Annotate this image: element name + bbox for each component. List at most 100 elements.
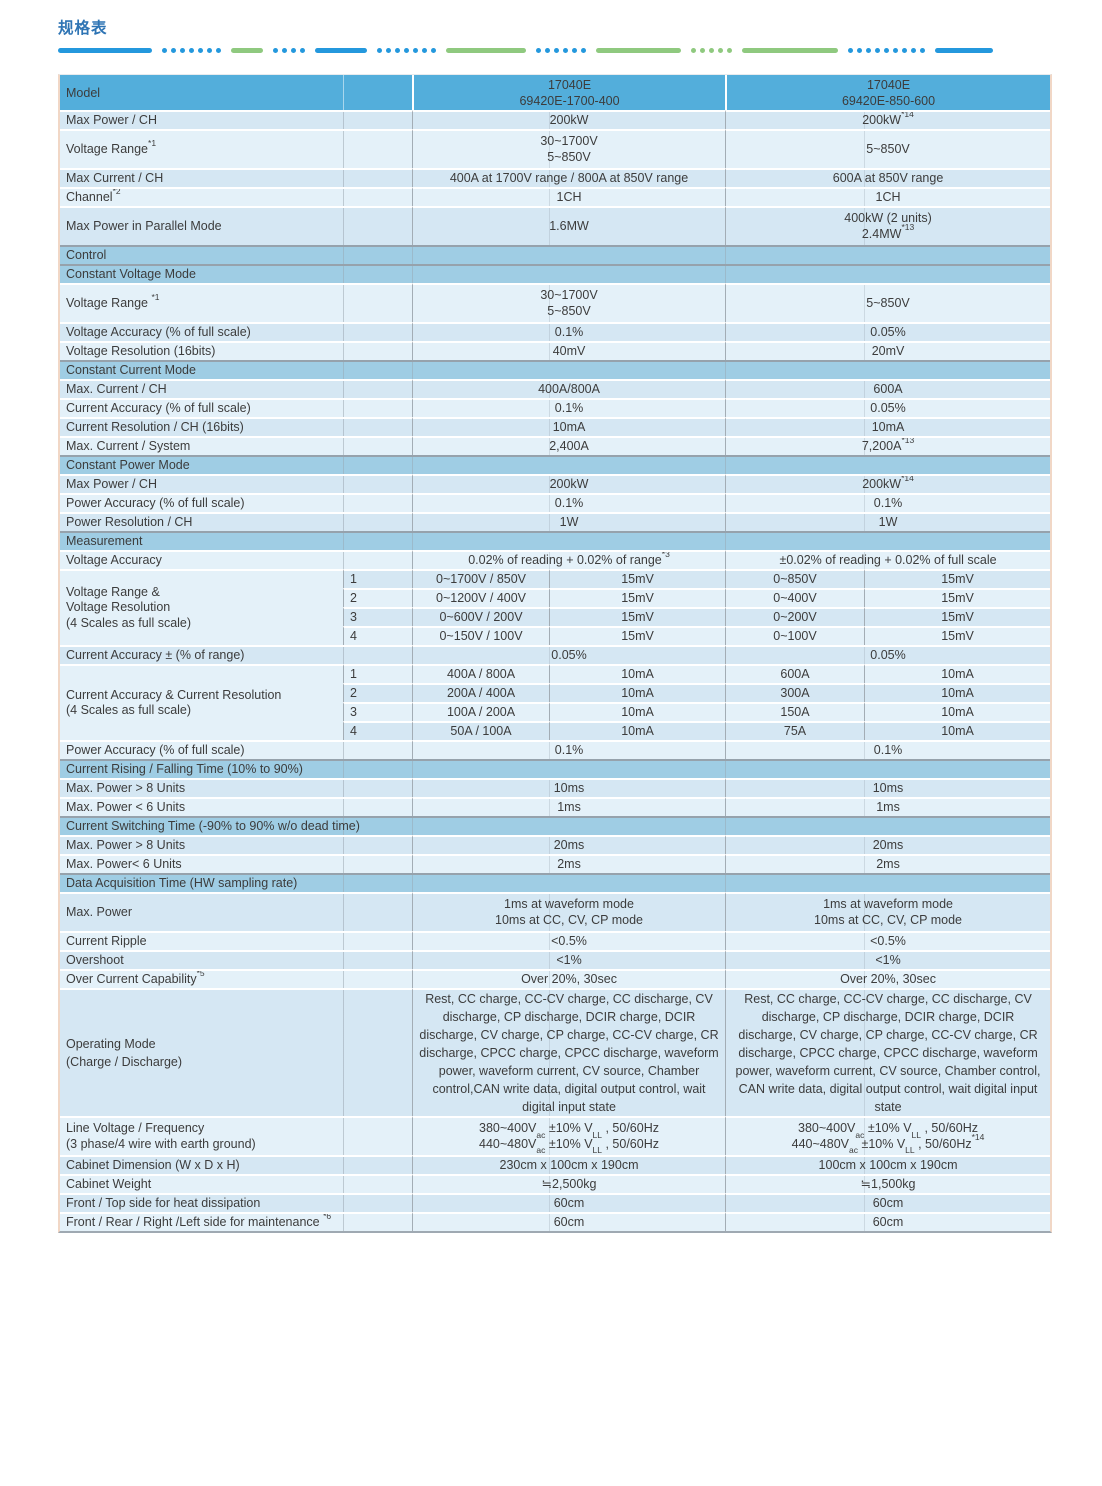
spec-value-model1: 2ms — [412, 854, 726, 873]
divider-dot — [545, 47, 550, 53]
spec-table: Model 17040E 69420E-1700-400 17040E 69420E… — [60, 75, 1051, 1231]
scale-range-model1: 400A / 800A — [412, 664, 550, 683]
scale-range-model2: 75A — [725, 721, 865, 740]
divider-dot — [395, 47, 400, 53]
spec-row: Max Current / CH 400A at 1700V range / 80… — [60, 168, 1051, 187]
spec-value-model2: 0.1% — [725, 493, 1051, 512]
scale-range-model2: 0~850V — [725, 569, 865, 588]
divider-line-segment — [935, 47, 993, 53]
scale-index: 2 — [343, 683, 413, 702]
scale-resolution-model1: 10mA — [549, 664, 726, 683]
spec-group-label: Voltage Range & Voltage Resolution (4 Scal… — [60, 569, 343, 645]
scale-index: 2 — [343, 588, 413, 607]
spec-value-model2: ±0.02% of reading + 0.02% of full scale — [725, 550, 1051, 569]
scale-resolution-model1: 10mA — [549, 683, 726, 702]
spec-value-model2: 0.05% — [725, 645, 1051, 664]
divider-dot — [207, 47, 212, 53]
spec-label: Operating Mode (Charge / Discharge) — [60, 988, 413, 1116]
header-model-1: 17040E 69420E-1700-400 — [412, 75, 726, 110]
spec-row: Max. Power > 8 Units 10ms 10ms — [60, 778, 1051, 797]
scale-resolution-model1: 15mV — [549, 626, 726, 645]
scale-range-model1: 0~1200V / 400V — [412, 588, 550, 607]
spec-label: Front / Rear / Right /Left side for main… — [60, 1212, 413, 1231]
divider-dot — [189, 47, 194, 53]
spec-value-model2: Rest, CC charge, CC-CV charge, CC discha… — [725, 988, 1051, 1116]
section-row: Current Switching Time (-90% to 90% w/o … — [60, 816, 1051, 835]
header-row: Model 17040E 69420E-1700-400 17040E 69420E… — [60, 75, 1051, 110]
spec-value-model1: Over 20%, 30sec — [412, 969, 726, 988]
scale-range-model2: 0~400V — [725, 588, 865, 607]
spec-row: Max. Current / System 2,400A 7,200A*13 — [60, 436, 1051, 455]
divider-dot — [875, 47, 880, 53]
spec-value-model2: 10ms — [725, 778, 1051, 797]
section-row: Control — [60, 245, 1051, 264]
divider-dot — [162, 47, 167, 53]
spec-value-model2: 400kW (2 units) 2.4MW*13 — [725, 206, 1051, 245]
spec-label: Max Power in Parallel Mode — [60, 206, 413, 245]
spec-value-model2: Over 20%, 30sec — [725, 969, 1051, 988]
spec-value-model1: 200kW — [412, 110, 726, 129]
spec-label: Max. Current / System — [60, 436, 413, 455]
spec-value-model1: 1ms — [412, 797, 726, 816]
scale-resolution-model1: 15mV — [549, 569, 726, 588]
spec-value-model2: 1CH — [725, 187, 1051, 206]
spec-value-model1: 0.05% — [412, 645, 726, 664]
spec-row: Max Power in Parallel Mode 1.6MW 400kW (2 … — [60, 206, 1051, 245]
scale-resolution-model2: 10mA — [864, 702, 1051, 721]
spec-scale-row: 3 0~600V / 200V 15mV 0~200V 15mV — [60, 607, 1051, 626]
divider-dot — [377, 47, 382, 53]
divider-dot — [700, 47, 705, 53]
scale-range-model1: 0~1700V / 850V — [412, 569, 550, 588]
spec-value-model2: <0.5% — [725, 931, 1051, 950]
spec-value-model1: 0.1% — [412, 493, 726, 512]
scale-resolution-model1: 15mV — [549, 607, 726, 626]
spec-value-model2: 0.05% — [725, 322, 1051, 341]
spec-value-model1: 380~400Vac ±10% VLL , 50/60Hz 440~480Vac … — [412, 1116, 726, 1155]
divider-dot — [857, 47, 862, 53]
divider-dot — [422, 47, 427, 53]
scale-index: 3 — [343, 702, 413, 721]
spec-scale-row: Current Accuracy & Current Resolution (4 … — [60, 664, 1051, 740]
spec-table-frame: Model 17040E 69420E-1700-400 17040E 69420E… — [58, 74, 1052, 1233]
spec-row: Current Ripple <0.5% <0.5% — [60, 931, 1051, 950]
spec-label: Overshoot — [60, 950, 413, 969]
divider-dot — [902, 47, 907, 53]
spec-row: Overshoot <1% <1% — [60, 950, 1051, 969]
spec-value-model2: ≒1,500kg — [725, 1174, 1051, 1193]
spec-scale-row: 4 50A / 100A 10mA 75A 10mA — [60, 721, 1051, 740]
divider-dots-segment — [848, 47, 925, 53]
spec-label: Power Accuracy (% of full scale) — [60, 493, 413, 512]
spec-label: Channel*2 — [60, 187, 413, 206]
spec-row: Max Power / CH 200kW 200kW*14 — [60, 474, 1051, 493]
spec-value-model2: 100cm x 100cm x 190cm — [725, 1155, 1051, 1174]
spec-row: Front / Rear / Right /Left side for main… — [60, 1212, 1051, 1231]
scale-range-model1: 0~600V / 200V — [412, 607, 550, 626]
scale-range-model2: 600A — [725, 664, 865, 683]
spec-label: Voltage Accuracy (% of full scale) — [60, 322, 413, 341]
spec-value-model1: <1% — [412, 950, 726, 969]
spec-value-model1: 0.02% of reading + 0.02% of range*3 — [412, 550, 726, 569]
spec-value-model1: 1.6MW — [412, 206, 726, 245]
scale-range-model2: 150A — [725, 702, 865, 721]
spec-value-model2: 600A — [725, 379, 1051, 398]
divider-dot — [171, 47, 176, 53]
divider-dot — [709, 47, 714, 53]
spec-label: Voltage Range *1 — [60, 283, 413, 322]
divider-dot — [893, 47, 898, 53]
header-model-2: 17040E 69420E-850-600 — [725, 75, 1051, 110]
spec-label: Current Accuracy ± (% of range) — [60, 645, 413, 664]
scale-resolution-model2: 15mV — [864, 588, 1051, 607]
spec-row: Voltage Accuracy 0.02% of reading + 0.02%… — [60, 550, 1051, 569]
section-row: Constant Power Mode — [60, 455, 1051, 474]
spec-label: Current Ripple — [60, 931, 413, 950]
divider-dot — [920, 47, 925, 53]
spec-value-model1: 0.1% — [412, 740, 726, 759]
divider-dot — [198, 47, 203, 53]
spec-group-label: Current Accuracy & Current Resolution (4 … — [60, 664, 343, 740]
spec-value-model2: 20mV — [725, 341, 1051, 360]
section-label: Current Switching Time (-90% to 90% w/o … — [60, 816, 1051, 835]
divider-dot — [848, 47, 853, 53]
divider-dot — [572, 47, 577, 53]
spec-table-body: Max Power / CH 200kW 200kW*14 Voltage Range… — [60, 110, 1051, 1231]
divider-line-segment — [742, 47, 838, 53]
